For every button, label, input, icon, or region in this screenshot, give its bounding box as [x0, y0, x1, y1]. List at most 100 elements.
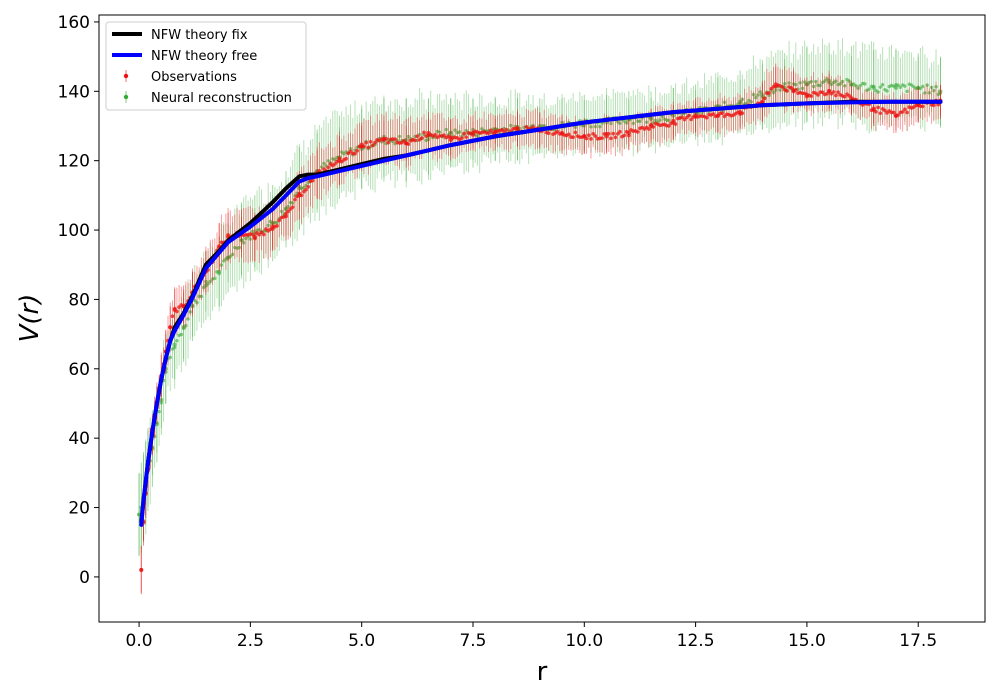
data-point: [856, 86, 860, 90]
data-point: [237, 245, 241, 250]
data-point: [920, 84, 925, 89]
data-point: [199, 294, 204, 299]
data-point: [366, 145, 371, 150]
data-point: [415, 134, 420, 139]
data-point: [230, 252, 235, 257]
data-point: [756, 93, 760, 97]
data-point: [241, 241, 246, 245]
data-point: [333, 157, 337, 162]
data-point: [794, 82, 798, 87]
data-point: [635, 130, 640, 134]
data-point: [381, 137, 387, 142]
data-point: [927, 91, 932, 95]
data-point: [589, 125, 593, 129]
data-point: [502, 129, 506, 134]
data-point: [609, 121, 613, 126]
data-point: [925, 83, 929, 87]
data-point: [932, 88, 936, 93]
data-point: [920, 104, 925, 109]
data-point: [680, 115, 685, 120]
data-point: [270, 224, 275, 229]
data-point: [905, 110, 909, 115]
data-point: [326, 159, 330, 163]
data-point: [785, 89, 789, 93]
y-tick-label: 40: [68, 429, 90, 449]
data-point: [413, 138, 417, 143]
data-point: [437, 130, 442, 134]
data-point: [355, 149, 360, 153]
data-point: [470, 130, 476, 136]
data-point: [344, 156, 348, 161]
data-point: [849, 96, 854, 101]
data-point: [419, 136, 424, 140]
data-point: [749, 100, 753, 104]
data-point: [591, 131, 596, 136]
data-point: [304, 187, 308, 192]
data-point: [878, 85, 883, 89]
data-point: [139, 567, 144, 573]
data-point: [348, 149, 353, 154]
y-axis-label: V(r): [15, 294, 45, 343]
data-point: [293, 197, 297, 202]
x-axis: 0.0 2.5 5.0 7.5 10.0 12.5 15.0 17.5: [126, 622, 937, 651]
legend-marker: [123, 73, 129, 79]
data-point: [457, 130, 462, 134]
data-point: [406, 134, 411, 139]
data-point: [604, 134, 609, 139]
data-point: [778, 88, 782, 92]
data-point: [836, 90, 840, 94]
data-point: [386, 140, 391, 145]
data-point: [542, 124, 546, 128]
legend: NFW theory fix NFW theory free Observation…: [105, 21, 307, 111]
data-point: [738, 110, 743, 115]
data-point: [326, 165, 331, 170]
data-point: [818, 83, 822, 88]
data-point: [871, 106, 876, 111]
data-point: [638, 119, 642, 124]
data-point: [711, 112, 716, 116]
data-point: [252, 234, 257, 240]
data-point: [802, 80, 807, 84]
data-point: [546, 131, 551, 136]
data-point: [618, 129, 622, 134]
data-point: [898, 85, 903, 89]
data-point: [689, 117, 693, 122]
data-point: [257, 227, 261, 232]
data-point: [814, 79, 818, 84]
data-point: [916, 103, 921, 108]
data-point: [159, 401, 164, 405]
data-point: [266, 223, 270, 228]
data-point: [493, 130, 498, 136]
x-tick-label: 0.0: [126, 631, 153, 651]
data-point: [286, 209, 291, 214]
data-point: [900, 110, 905, 114]
y-tick-label: 20: [68, 499, 90, 519]
data-point: [720, 111, 725, 115]
y-tick-label: 100: [58, 221, 90, 241]
data-point: [893, 113, 899, 118]
series-layer: [137, 38, 943, 595]
data-point: [342, 152, 346, 156]
data-point: [809, 79, 814, 84]
data-point: [876, 90, 880, 94]
data-point: [286, 204, 290, 209]
data-point: [929, 85, 934, 90]
data-point: [618, 121, 622, 126]
data-point: [259, 230, 264, 235]
data-point: [598, 125, 602, 129]
data-point: [798, 81, 802, 85]
data-point: [589, 137, 593, 141]
data-point: [333, 162, 337, 166]
data-point: [504, 127, 509, 132]
data-point: [715, 113, 720, 118]
data-point: [290, 205, 295, 209]
data-point: [622, 133, 627, 138]
data-point: [843, 84, 847, 88]
data-point: [722, 114, 727, 119]
data-point: [573, 125, 578, 130]
data-point: [606, 131, 611, 136]
data-point: [582, 134, 587, 139]
y-tick-label: 80: [68, 290, 90, 310]
data-point: [883, 108, 887, 113]
data-point: [626, 130, 631, 136]
